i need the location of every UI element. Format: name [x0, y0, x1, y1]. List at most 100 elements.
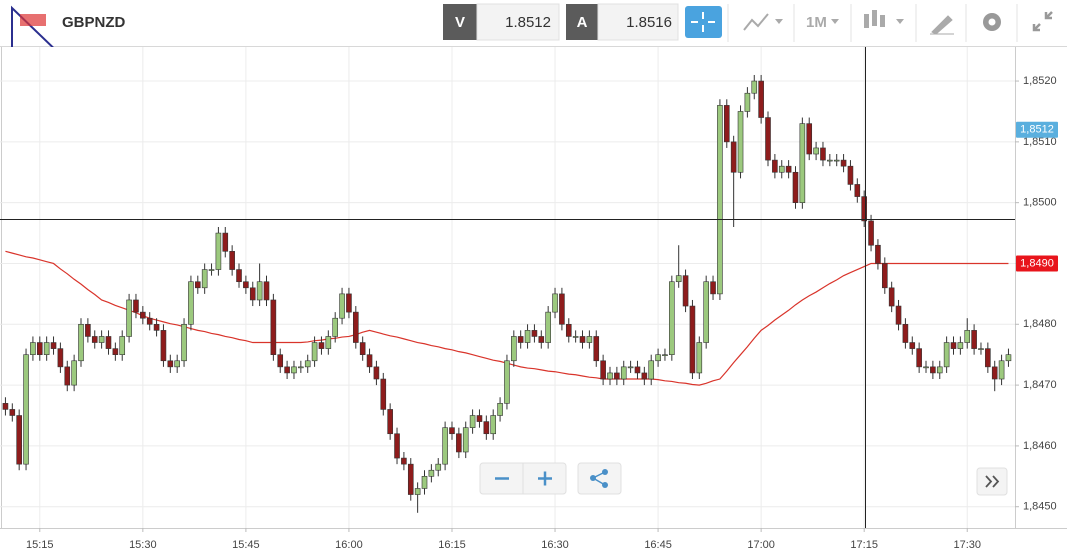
candle-body [304, 360, 311, 368]
candle-body [222, 232, 229, 252]
candle-body [1005, 354, 1012, 362]
y-tick-label: 1,8510 [1023, 136, 1057, 148]
candle-body [565, 323, 572, 337]
x-tick-label: 17:30 [953, 539, 981, 551]
candle-body [778, 165, 785, 173]
y-tick-label: 1,8460 [1023, 440, 1057, 452]
bid-value-box [476, 3, 560, 41]
zoom-in[interactable] [538, 471, 552, 486]
x-tick-label: 15:45 [232, 539, 260, 551]
candle-body [497, 403, 503, 416]
candle-body [9, 409, 16, 416]
collapse-button[interactable] [1032, 11, 1053, 32]
chart: 1,8450 1,8460 1,8470 1,8480 1,8490 1,8500 1,85… [0, 47, 1067, 551]
candle-body [133, 299, 139, 313]
indicator-button[interactable] [864, 10, 885, 28]
candle-body [579, 336, 586, 343]
x-tick-label: 17:00 [747, 539, 775, 551]
candle-body [456, 433, 462, 453]
candle-body [298, 366, 304, 369]
candle-body [36, 342, 43, 355]
candle-body [600, 360, 606, 380]
candle-body [902, 323, 909, 343]
crosshair-button[interactable] [685, 6, 722, 38]
candle-body [572, 336, 579, 338]
candle-body [985, 348, 991, 368]
candle-body [538, 336, 545, 343]
candle-body [641, 372, 648, 380]
candle-body [847, 165, 854, 185]
candle-body [620, 366, 627, 380]
zoom-controls [479, 462, 1008, 496]
toolbar: GBPNZD V 1.8512 A 1.8516 1M [0, 0, 1067, 47]
candle-body [270, 299, 277, 355]
timeframe[interactable]: 1M [806, 14, 827, 31]
candle-body [263, 281, 270, 301]
bid-box[interactable] [443, 4, 477, 40]
candle-body [284, 366, 290, 374]
candle-body [971, 330, 977, 349]
candle-body [710, 281, 716, 295]
candle-body [153, 323, 160, 331]
candle-body [339, 293, 345, 319]
x-tick-label: 16:45 [644, 539, 672, 551]
scroll-right[interactable] [985, 475, 1000, 488]
y-tick-label: 1,8450 [1023, 501, 1057, 513]
candle-body [146, 317, 153, 325]
candle-body [85, 323, 91, 337]
candle-body [627, 366, 634, 369]
candle-body [909, 342, 916, 349]
candle-body [820, 147, 826, 161]
candle-body [243, 281, 249, 289]
candle-body [655, 354, 661, 362]
candle-body [648, 360, 655, 380]
candle-body [682, 275, 689, 307]
candle-body [201, 269, 208, 289]
candle-body [772, 159, 778, 173]
candle-body [188, 281, 194, 325]
y-tick-label: 1,8520 [1023, 75, 1057, 87]
candle-body [277, 354, 284, 368]
candle-body [428, 469, 435, 477]
candle-body [511, 336, 517, 362]
ask-box[interactable] [566, 4, 598, 40]
chart-type-button[interactable] [743, 13, 769, 31]
candle-body [332, 317, 338, 337]
candle-body [325, 336, 332, 349]
candle-body [174, 360, 180, 368]
candle-body [414, 488, 421, 495]
draw-button[interactable] [930, 15, 954, 35]
candle-body [249, 287, 256, 301]
candle-body [607, 372, 613, 380]
x-tick-label: 15:15 [26, 539, 54, 551]
candle-body [744, 92, 751, 112]
candle-body [854, 184, 861, 197]
candle-body [943, 342, 950, 368]
candle-body [723, 105, 730, 143]
candle-body [311, 342, 318, 362]
x-tick-label: 16:00 [335, 539, 363, 551]
x-tick-label: 15:30 [129, 539, 157, 551]
candle-body [476, 415, 483, 422]
candle-body [916, 348, 922, 368]
x-tick-label: 17:15 [850, 539, 878, 551]
price-tag-label: 1,8490 [1020, 257, 1054, 269]
candle-body [593, 336, 600, 362]
candle-body [634, 366, 641, 374]
candle-body [98, 336, 105, 343]
candle-body [167, 360, 174, 368]
candle-body [483, 421, 490, 435]
bid-label: V [455, 14, 465, 31]
candle-body [373, 366, 380, 380]
ask-value: 1.8516 [626, 14, 672, 31]
candle-body [950, 342, 957, 349]
candle-body [394, 433, 400, 459]
candle-body [717, 105, 723, 295]
candle-body [435, 463, 442, 471]
candle-body [30, 342, 36, 355]
candle-body [531, 330, 538, 337]
candle-body [559, 293, 565, 325]
candle-body [861, 196, 867, 222]
candle-body [442, 427, 448, 465]
